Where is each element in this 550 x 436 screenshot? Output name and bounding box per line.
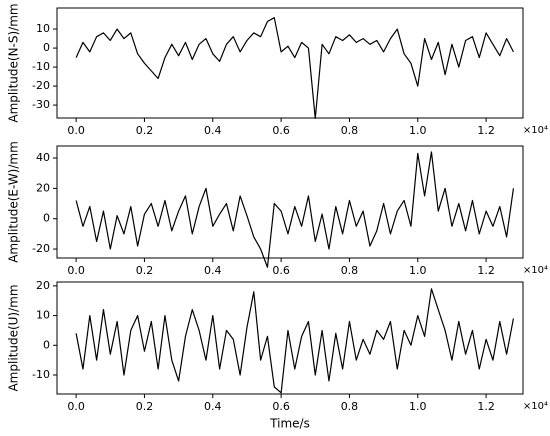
y-axis-title: Amplitude(N-S)/mm — [7, 3, 21, 122]
x-tick-label: 1.0 — [409, 400, 427, 413]
x-offset-label: ×10⁴ — [523, 401, 548, 412]
y-tick-label: -20 — [32, 79, 50, 92]
plot-frame — [56, 281, 524, 395]
x-offset-label: ×10⁴ — [523, 125, 548, 136]
y-tick-label: 20 — [36, 181, 50, 194]
y-tick-label: 10 — [36, 309, 50, 322]
y-axis-title: Amplitude(E-W)/mm — [7, 141, 21, 263]
x-offset-label: ×10⁴ — [523, 265, 548, 276]
x-tick-label: 0.2 — [136, 124, 154, 137]
x-tick-label: 1.2 — [477, 400, 495, 413]
y-tick-label: 10 — [36, 22, 50, 35]
signal-line — [75, 288, 515, 394]
x-tick-label: 0.2 — [136, 264, 154, 277]
x-tick-label: 0.6 — [272, 264, 290, 277]
x-tick-label: 0.6 — [272, 400, 290, 413]
x-tick-label: 1.0 — [409, 264, 427, 277]
x-tick-label: 1.2 — [477, 124, 495, 137]
x-tick-label: 0.2 — [136, 400, 154, 413]
plot-frame — [56, 145, 524, 259]
x-tick-label: 0.4 — [204, 400, 222, 413]
signal-line — [75, 17, 514, 119]
y-tick-label: -30 — [32, 98, 50, 111]
x-axis-title: Time/s — [269, 417, 310, 431]
x-tick-label: 0.8 — [341, 400, 359, 413]
y-tick-label: -10 — [32, 60, 50, 73]
x-tick-label: 0.0 — [67, 264, 85, 277]
x-tick-label: 0.0 — [67, 124, 85, 137]
x-tick-label: 1.2 — [477, 264, 495, 277]
y-tick-label: 0 — [43, 338, 50, 351]
y-tick-label: -20 — [32, 242, 50, 255]
y-axis-title: Amplitude(U)/mm — [7, 284, 21, 391]
x-tick-label: 0.0 — [67, 400, 85, 413]
y-tick-label: 20 — [36, 279, 50, 292]
x-tick-label: 0.6 — [272, 124, 290, 137]
x-tick-label: 0.4 — [204, 124, 222, 137]
y-tick-label: 0 — [43, 212, 50, 225]
y-tick-label: 0 — [43, 41, 50, 54]
plot-frame — [56, 7, 524, 119]
y-tick-label: 40 — [36, 151, 50, 164]
x-tick-label: 1.0 — [409, 124, 427, 137]
x-tick-label: 0.8 — [341, 264, 359, 277]
y-tick-label: -10 — [32, 368, 50, 381]
signal-line — [75, 151, 515, 268]
x-tick-label: 0.4 — [204, 264, 222, 277]
x-tick-label: 0.8 — [341, 124, 359, 137]
